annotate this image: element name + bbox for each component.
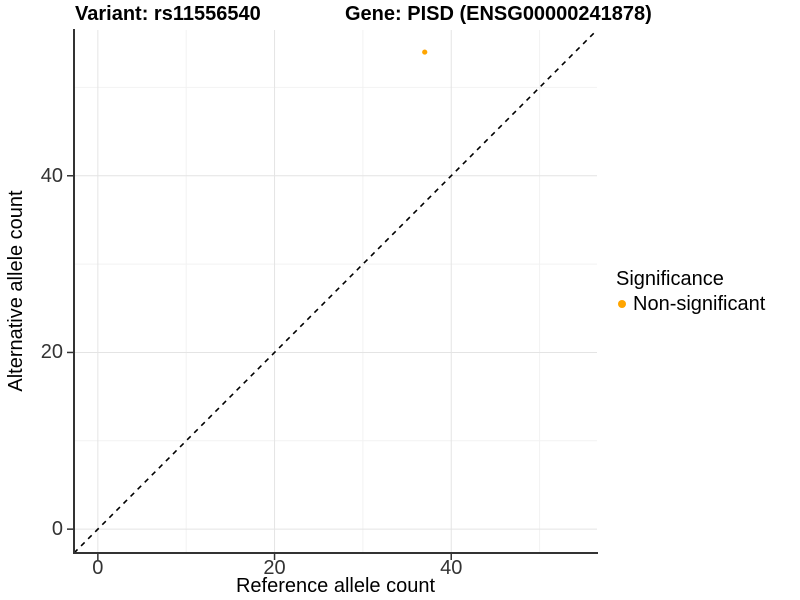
x-tick-label: 0 [92,557,104,579]
y-tick-label: 20 [40,341,63,364]
legend-item: Non-significant [618,293,765,315]
legend: Significance Non-significant [616,268,765,315]
x-tick-label: 20 [263,557,286,579]
data-point [422,49,428,55]
plot-title-variant: Variant: rs11556540 [75,3,261,25]
legend-item-label: Non-significant [633,293,766,315]
x-tick-label: 40 [440,557,463,579]
x-axis-label: Reference allele count [235,575,435,597]
chart-canvas [67,29,598,560]
y-tick-label: 40 [40,164,63,187]
chart-panel [67,29,598,560]
plot-title-gene: Gene: PISD (ENSG00000241878) [345,3,652,25]
y-axis-label: Alternative allele count [5,190,27,392]
legend-title: Significance [616,268,724,290]
identity-line [73,29,598,554]
y-tick-label: 0 [51,518,63,541]
legend-point-icon [618,300,626,308]
